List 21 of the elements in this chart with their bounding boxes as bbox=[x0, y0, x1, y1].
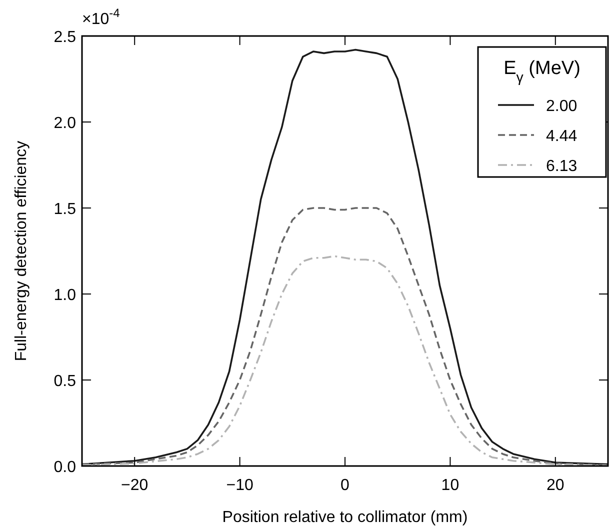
y-axis-title: Full-energy detection efficiency bbox=[13, 140, 30, 362]
line-series bbox=[82, 255, 608, 466]
line-series bbox=[82, 207, 608, 466]
y-tick-label: 1.5 bbox=[54, 201, 76, 218]
x-tick-label: −10 bbox=[226, 477, 254, 494]
text: ×10$^{-4}$ bbox=[82, 6, 120, 28]
y-tick-label: 1.0 bbox=[54, 287, 76, 304]
x-axis-title: Position relative to collimator (mm) bbox=[222, 509, 468, 526]
x-tick-label: 0 bbox=[340, 477, 350, 494]
legend-label: 2.00 bbox=[546, 98, 578, 115]
legend-label: 6.13 bbox=[546, 158, 578, 175]
legend-title: E$_{γ}$ (MeV) bbox=[504, 58, 580, 86]
x-tick-label: 10 bbox=[441, 477, 460, 494]
x-tick-label: −20 bbox=[121, 477, 148, 494]
x-tick-label: 20 bbox=[546, 477, 564, 494]
legend-label: 4.44 bbox=[546, 128, 578, 145]
y-tick-label: 2.5 bbox=[54, 29, 76, 46]
y-tick-label: 0.5 bbox=[54, 373, 76, 390]
y-tick-label: 0.0 bbox=[54, 459, 76, 476]
line-series bbox=[82, 48, 608, 466]
y-tick-label: 2.0 bbox=[54, 115, 76, 132]
